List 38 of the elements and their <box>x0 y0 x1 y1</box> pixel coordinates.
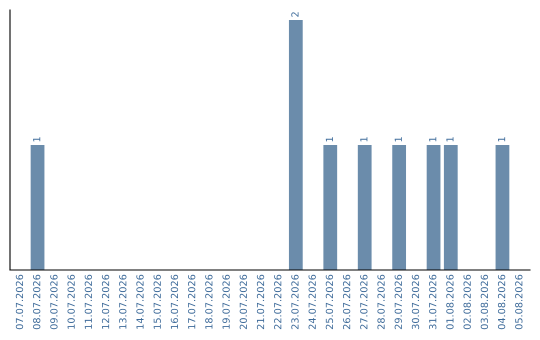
x-tick-label: 19.07.2026 <box>222 274 230 329</box>
x-tick-label: 24.07.2026 <box>308 274 316 330</box>
data-label: 1 <box>360 137 368 142</box>
x-tick-label: 01.08.2026 <box>446 274 454 330</box>
x-tick-label: 04.08.2026 <box>498 274 506 330</box>
x-tick-label: 13.07.2026 <box>119 274 126 329</box>
x-tick-label: 28.07.2026 <box>377 274 385 330</box>
data-label: 1 <box>33 137 40 142</box>
x-tick-label: 23.07.2026 <box>291 274 299 330</box>
x-tick-label: 26.07.2026 <box>342 274 350 330</box>
x-tick-label: 21.07.2026 <box>256 274 264 330</box>
x-tick-label: 15.07.2026 <box>154 274 161 329</box>
x-tick-label: 16.07.2026 <box>170 274 178 329</box>
data-label: 1 <box>394 137 402 142</box>
data-label: 1 <box>326 137 333 142</box>
x-tick-label: 07.07.2026 <box>16 274 24 330</box>
x-tick-label: 30.07.2026 <box>412 274 420 330</box>
x-tick-label: 20.07.2026 <box>240 274 247 330</box>
x-tick-label: 08.07.2026 <box>33 274 40 330</box>
data-label: 1 <box>446 137 454 142</box>
x-tick-label: 10.07.2026 <box>67 274 75 329</box>
x-tick-label: 12.07.2026 <box>102 274 110 329</box>
x-tick-label: 14.07.2026 <box>136 274 144 329</box>
x-tick-label: 11.07.2026 <box>84 274 92 329</box>
x-tick-label: 18.07.2026 <box>205 274 213 329</box>
x-tick-label: 29.07.2026 <box>394 274 402 330</box>
x-tick-label: 25.07.2026 <box>326 274 334 330</box>
x-tick-label: 09.07.2026 <box>50 274 58 330</box>
data-label: 2 <box>291 12 299 17</box>
x-tick-label: 03.08.2026 <box>480 274 488 330</box>
x-tick-label: 17.07.2026 <box>188 274 196 329</box>
x-tick-label: 02.08.2026 <box>463 274 471 330</box>
data-label: 1 <box>498 137 506 142</box>
x-tick-label: 27.07.2026 <box>360 274 368 330</box>
x-tick-label: 31.07.2026 <box>429 274 436 330</box>
x-tick-label: 22.07.2026 <box>274 274 282 330</box>
x-tick-label: 05.08.2026 <box>515 274 522 330</box>
data-label: 1 <box>429 137 436 142</box>
